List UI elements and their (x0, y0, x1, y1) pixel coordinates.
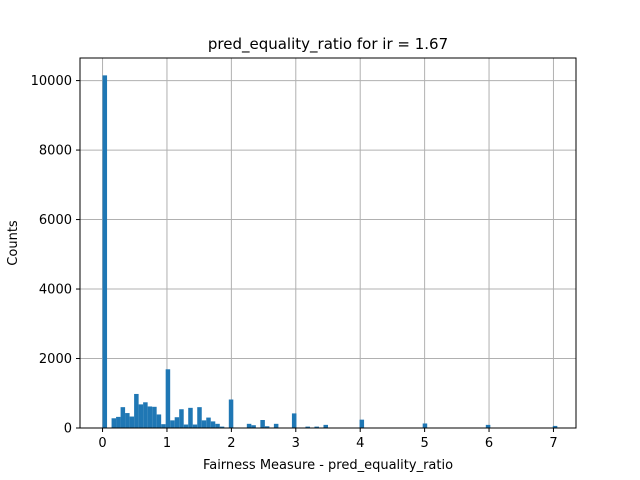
x-tick-label: 6 (485, 436, 493, 451)
histogram-bar (102, 75, 108, 428)
histogram-bar (183, 424, 189, 428)
histogram-bar (359, 419, 365, 428)
histogram-bar (215, 423, 220, 428)
plot-frame (79, 57, 577, 429)
y-tick-label: 2000 (39, 352, 72, 367)
histogram-bar (156, 414, 162, 428)
x-tick-label: 3 (292, 436, 300, 451)
y-tick-label: 4000 (39, 283, 72, 298)
axis-ticks: 0 1 2 3 4 5 6 7 0 2000 4000 6000 8000 10000 (31, 74, 558, 451)
histogram-bar (206, 417, 211, 428)
histogram-bar (179, 409, 184, 428)
histogram-bar (129, 416, 135, 428)
histogram-bar (192, 424, 198, 428)
histogram-bar (305, 426, 310, 428)
y-tick-label: 6000 (39, 213, 72, 228)
histogram-bar (260, 420, 265, 428)
grid-lines (80, 58, 576, 429)
histogram-bar (165, 369, 171, 428)
histogram-bar (174, 417, 180, 428)
histogram-bar (246, 423, 252, 428)
histogram-bar (210, 421, 216, 428)
y-tick-label: 10000 (31, 74, 72, 89)
histogram-bar (251, 425, 256, 428)
histogram-bar (111, 418, 117, 428)
histogram-bar (138, 404, 144, 428)
histogram-bar (161, 424, 166, 428)
histogram-bar (125, 413, 130, 428)
histogram-bar (143, 402, 148, 428)
histogram-bar (264, 426, 270, 428)
histogram-bar (323, 424, 328, 428)
histogram-bar (314, 426, 319, 428)
x-tick-label: 7 (549, 436, 557, 451)
y-axis-title: Counts (6, 220, 21, 266)
histogram-bar (134, 393, 139, 428)
histogram-bar (147, 406, 153, 428)
x-axis-title: Fairness Measure - pred_equality_ratio (203, 458, 453, 473)
histogram-bar (188, 407, 193, 428)
histogram-bars (102, 75, 558, 428)
x-tick-label: 2 (227, 436, 235, 451)
x-tick-label: 1 (163, 436, 171, 451)
histogram-bar (228, 399, 234, 428)
histogram-bar (273, 423, 279, 428)
histogram-bar (552, 425, 558, 428)
histogram-bar (422, 423, 428, 428)
histogram-bar (116, 416, 121, 428)
y-tick-label: 8000 (39, 144, 72, 159)
histogram-bar (291, 413, 297, 428)
x-tick-label: 5 (420, 436, 428, 451)
histogram-bar (120, 407, 126, 428)
x-tick-label: 4 (356, 436, 364, 451)
histogram-bar (485, 424, 491, 428)
histogram-bar (219, 426, 225, 428)
chart-title: pred_equality_ratio for ir = 1.67 (208, 35, 448, 54)
histogram-bar (170, 420, 175, 428)
y-tick-label: 0 (64, 422, 72, 437)
histogram-bar (152, 406, 157, 428)
histogram-bar (197, 407, 202, 428)
histogram-bar (201, 420, 207, 428)
x-tick-label: 0 (98, 436, 106, 451)
